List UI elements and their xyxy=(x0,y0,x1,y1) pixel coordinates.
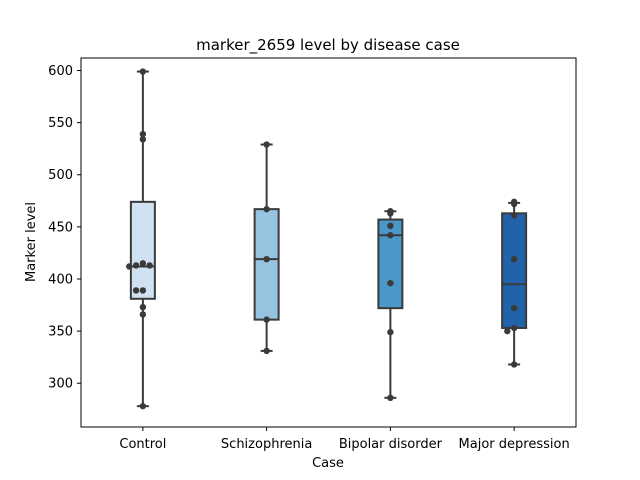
chart-title: marker_2659 level by disease case xyxy=(196,36,460,55)
x-tick-label: Schizophrenia xyxy=(221,437,312,452)
data-point xyxy=(387,210,394,217)
iqr-box xyxy=(253,208,280,321)
data-point xyxy=(263,316,270,323)
data-point xyxy=(387,279,394,287)
data-point xyxy=(263,347,270,355)
y-tick-label: 500 xyxy=(48,168,73,183)
iqr-box xyxy=(129,200,156,300)
data-point xyxy=(139,130,147,138)
data-point xyxy=(132,287,140,294)
data-point xyxy=(510,324,518,332)
data-point xyxy=(126,263,133,270)
data-point xyxy=(146,262,153,269)
data-point xyxy=(139,303,147,311)
y-tick-label: 600 xyxy=(48,64,73,79)
y-tick-label: 450 xyxy=(48,220,73,235)
box-group-1 xyxy=(126,68,156,410)
data-point xyxy=(510,255,518,263)
data-point xyxy=(510,200,518,208)
x-axis: Control Schizophrenia Bipolar disorder Majo… xyxy=(119,427,570,452)
y-axis: 300 350 400 450 500 550 600 xyxy=(48,64,81,392)
data-point xyxy=(510,361,518,368)
data-point xyxy=(263,255,270,263)
data-point xyxy=(139,68,147,75)
y-tick-label: 300 xyxy=(48,377,73,392)
data-point xyxy=(387,394,394,402)
data-point xyxy=(510,304,518,312)
data-point xyxy=(387,232,394,239)
data-point xyxy=(387,328,394,336)
data-point xyxy=(263,205,270,213)
box-group-2 xyxy=(253,141,280,355)
data-point xyxy=(139,311,147,318)
data-point xyxy=(132,262,140,269)
data-point xyxy=(510,212,518,219)
data-point xyxy=(504,327,511,335)
x-axis-label: Case xyxy=(312,456,344,471)
x-tick-label: Major depression xyxy=(459,437,570,452)
box-group-3 xyxy=(377,208,404,402)
y-tick-label: 400 xyxy=(48,272,73,287)
x-tick-label: Bipolar disorder xyxy=(339,437,443,452)
data-point xyxy=(387,222,394,230)
y-tick-label: 550 xyxy=(48,116,73,131)
y-axis-label: Marker level xyxy=(24,202,39,282)
plot-area xyxy=(126,68,528,410)
data-point xyxy=(139,402,147,410)
x-tick-label: Control xyxy=(119,437,166,452)
plot-frame xyxy=(80,57,577,428)
y-tick-label: 350 xyxy=(48,325,73,340)
data-point xyxy=(139,287,147,294)
data-point xyxy=(263,141,270,148)
data-point xyxy=(139,260,147,267)
data-point xyxy=(139,136,147,143)
box-group-4 xyxy=(501,198,528,368)
